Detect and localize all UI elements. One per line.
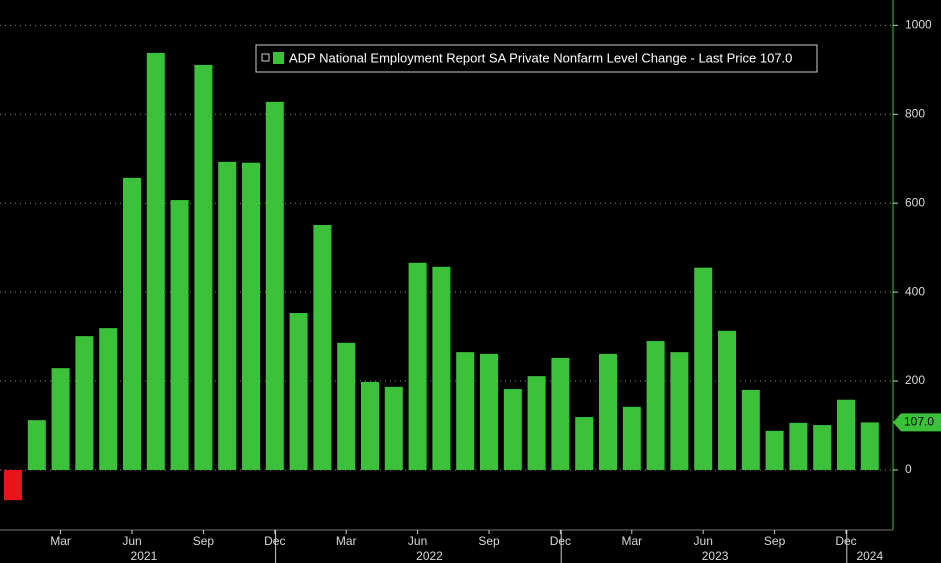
bar — [432, 266, 451, 470]
bar — [551, 357, 570, 470]
bar — [813, 425, 832, 470]
bar — [741, 389, 760, 470]
bar — [480, 353, 498, 470]
x-tick-label: Dec — [264, 534, 285, 548]
bar — [289, 313, 308, 470]
legend-swatch — [273, 52, 284, 64]
y-tick-label: 0 — [905, 462, 912, 476]
x-tick-label: Sep — [478, 534, 500, 548]
legend-label: ADP National Employment Report SA Privat… — [289, 50, 792, 65]
bar — [313, 224, 332, 470]
y-tick-label: 800 — [905, 106, 925, 120]
bar — [218, 161, 237, 470]
bar — [361, 381, 379, 470]
bar — [622, 406, 641, 470]
bar — [27, 420, 46, 470]
bar — [337, 342, 356, 470]
bar — [242, 162, 260, 470]
x-tick-label: Jun — [408, 534, 427, 548]
x-tick-label: Dec — [835, 534, 856, 548]
y-tick-label: 600 — [905, 195, 925, 209]
bar — [765, 430, 784, 470]
bar — [123, 177, 141, 470]
year-label: 2022 — [416, 549, 443, 563]
bar — [51, 368, 70, 470]
x-tick-label: Mar — [336, 534, 357, 548]
bar — [265, 101, 284, 470]
bar — [384, 386, 403, 470]
bar — [194, 64, 213, 470]
x-tick-label: Sep — [193, 534, 215, 548]
x-tick-label: Jun — [122, 534, 141, 548]
x-tick-label: Mar — [50, 534, 71, 548]
bar — [527, 376, 546, 470]
x-tick-label: Sep — [764, 534, 786, 548]
bar — [789, 422, 808, 470]
x-tick-label: Dec — [550, 534, 571, 548]
bar — [408, 262, 427, 470]
bar — [646, 341, 665, 470]
y-tick-label: 1000 — [905, 18, 932, 32]
last-price-tag — [893, 413, 941, 432]
year-label: 2021 — [131, 549, 158, 563]
bar — [170, 200, 189, 470]
bar — [99, 328, 118, 470]
last-price-label: 107.0 — [904, 415, 934, 429]
x-tick-label: Mar — [621, 534, 642, 548]
y-tick-label: 200 — [905, 373, 925, 387]
legend-box — [255, 44, 818, 73]
bar — [75, 336, 94, 470]
bar — [503, 389, 522, 470]
year-label: 2023 — [702, 549, 729, 563]
year-label: 2024 — [856, 549, 883, 563]
bar — [694, 267, 713, 470]
bar — [860, 422, 879, 470]
bar — [599, 353, 617, 470]
legend: ADP National Employment Report SA Privat… — [255, 44, 818, 73]
y-tick-label: 400 — [905, 284, 925, 298]
bar — [146, 52, 165, 470]
legend-expand-icon — [261, 53, 270, 62]
bar — [837, 399, 855, 470]
bar — [575, 417, 594, 470]
bar — [456, 352, 475, 470]
bar — [718, 330, 736, 470]
bar — [4, 469, 22, 501]
x-tick-label: Jun — [694, 534, 713, 548]
bar — [670, 352, 689, 470]
